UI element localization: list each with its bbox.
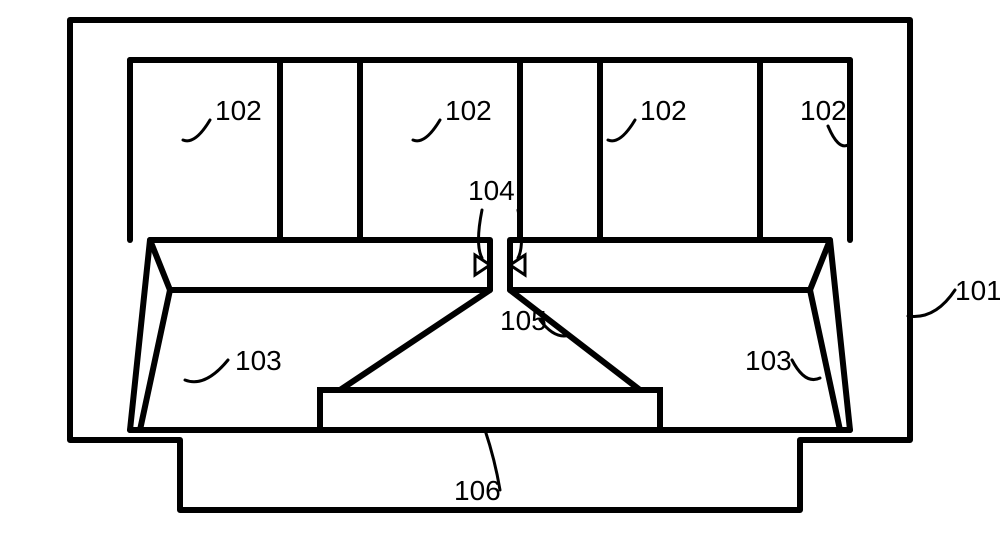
callout-105-label: 105 [500, 305, 547, 336]
callout-103-l-label: 103 [235, 345, 282, 376]
callout-103-r-label: 103 [745, 345, 792, 376]
callout-102-c-label: 102 [640, 95, 687, 126]
horizontal-beam-right [510, 240, 830, 290]
callout-101-leader [908, 290, 955, 316]
callout-101-label: 101 [955, 275, 1000, 306]
callout-102-b-label: 102 [445, 95, 492, 126]
horizontal-beam-left [150, 240, 490, 290]
engineering-diagram: 101 102 102 102 102 104 105 103 103 106 [0, 0, 1000, 534]
callout-104-label: 104 [468, 175, 515, 206]
callout-102-d-label: 102 [800, 95, 847, 126]
callout-102-a-label: 102 [215, 95, 262, 126]
bottom-plate [320, 390, 660, 430]
callout-106-label: 106 [454, 475, 501, 506]
